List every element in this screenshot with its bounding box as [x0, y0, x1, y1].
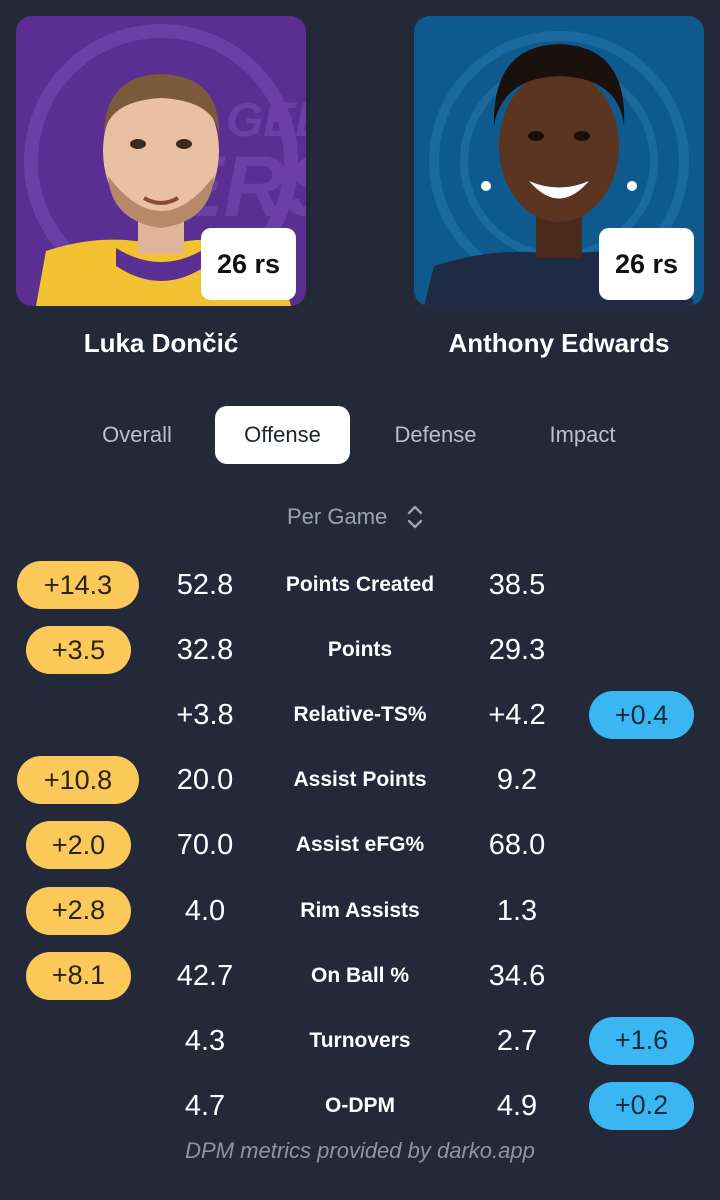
stat-row: +0.2 4.7 O-DPM 4.9: [0, 1080, 720, 1132]
stat-value-right: 1.3: [496, 894, 538, 927]
player-name-right: Anthony Edwards: [448, 328, 670, 358]
stat-label: O-DPM: [325, 1093, 395, 1117]
advantage-badge-left: +3.5: [26, 626, 131, 675]
stat-label: Relative-TS%: [293, 703, 427, 727]
advantage-badge-left: +2.0: [26, 821, 131, 870]
advantage-badge-left: +14.3: [17, 561, 139, 609]
stat-value-right: 34.6: [488, 959, 546, 992]
stat-value-right: 68.0: [488, 829, 546, 862]
stat-label: Points: [327, 638, 393, 662]
stat-value-left: +3.8: [176, 699, 234, 732]
tab-overall[interactable]: Overall: [102, 422, 172, 447]
advantage-badge-right: +1.6: [589, 1016, 694, 1065]
selector-label: Per Game: [287, 504, 388, 529]
per-game-selector[interactable]: Per Game: [280, 500, 460, 534]
stat-value-left: 32.8: [176, 634, 234, 667]
season-badge-left: 26 rs: [201, 228, 296, 300]
chevron-up-down-icon: [408, 505, 423, 529]
stat-row: +8.1 42.7 On Ball % 34.6: [0, 950, 720, 1002]
stat-label: Turnovers: [309, 1028, 411, 1052]
stat-label: Points Created: [285, 573, 435, 596]
stat-row: +0.4 +3.8 Relative-TS% +4.2: [0, 689, 720, 741]
tab-offense[interactable]: Offense: [215, 406, 350, 464]
advantage-badge-left: +2.8: [26, 886, 131, 935]
advantage-badge-left: +10.8: [17, 756, 139, 805]
stat-label: Rim Assists: [300, 898, 420, 922]
stat-value-right: 29.3: [488, 634, 546, 667]
stat-value-left: 4.7: [184, 1089, 226, 1122]
stat-category-tabs: Overall Offense Defense Impact: [0, 406, 720, 464]
stat-value-right: 4.9: [496, 1089, 538, 1122]
stat-row: +3.5 32.8 Points 29.3: [0, 624, 720, 676]
stat-label: On Ball %: [310, 963, 410, 987]
stat-value-left: 4.0: [184, 894, 226, 927]
season-badge-right: 26 rs: [599, 228, 694, 300]
tab-impact[interactable]: Impact: [549, 422, 616, 447]
player-photo-left[interactable]: GEL ERS 26 rs: [16, 16, 306, 306]
player-photo-right[interactable]: 26 rs: [414, 16, 704, 306]
stat-row: +2.0 70.0 Assist eFG% 68.0: [0, 819, 720, 871]
svg-text:GEL: GEL: [226, 94, 306, 147]
stat-value-left: 20.0: [176, 764, 234, 797]
footer-credit: DPM metrics provided by darko.app: [185, 1138, 535, 1163]
stat-row: +1.6 4.3 Turnovers 2.7: [0, 1015, 720, 1067]
stat-label: Assist Points: [293, 768, 427, 792]
stat-value-right: 2.7: [496, 1024, 538, 1057]
advantage-badge-right: +0.4: [589, 691, 694, 740]
stat-row: +10.8 20.0 Assist Points 9.2: [0, 754, 720, 806]
stat-value-left: 52.8: [176, 569, 234, 601]
stat-value-right: +4.2: [488, 699, 546, 732]
stat-row: +2.8 4.0 Rim Assists 1.3: [0, 885, 720, 937]
advantage-badge-right: +0.2: [589, 1081, 694, 1130]
stat-value-left: 4.3: [184, 1024, 226, 1057]
player-name-left: Luka Dončić: [83, 328, 239, 358]
stat-label: Assist eFG%: [295, 833, 425, 857]
stat-row: +14.3 52.8 Points Created 38.5: [0, 559, 720, 611]
stat-value-right: 9.2: [496, 764, 538, 797]
stat-value-left: 70.0: [176, 829, 234, 862]
tab-defense[interactable]: Defense: [394, 422, 477, 447]
stat-value-left: 42.7: [176, 959, 234, 992]
stat-value-right: 38.5: [488, 569, 546, 601]
advantage-badge-left: +8.1: [26, 951, 131, 1000]
